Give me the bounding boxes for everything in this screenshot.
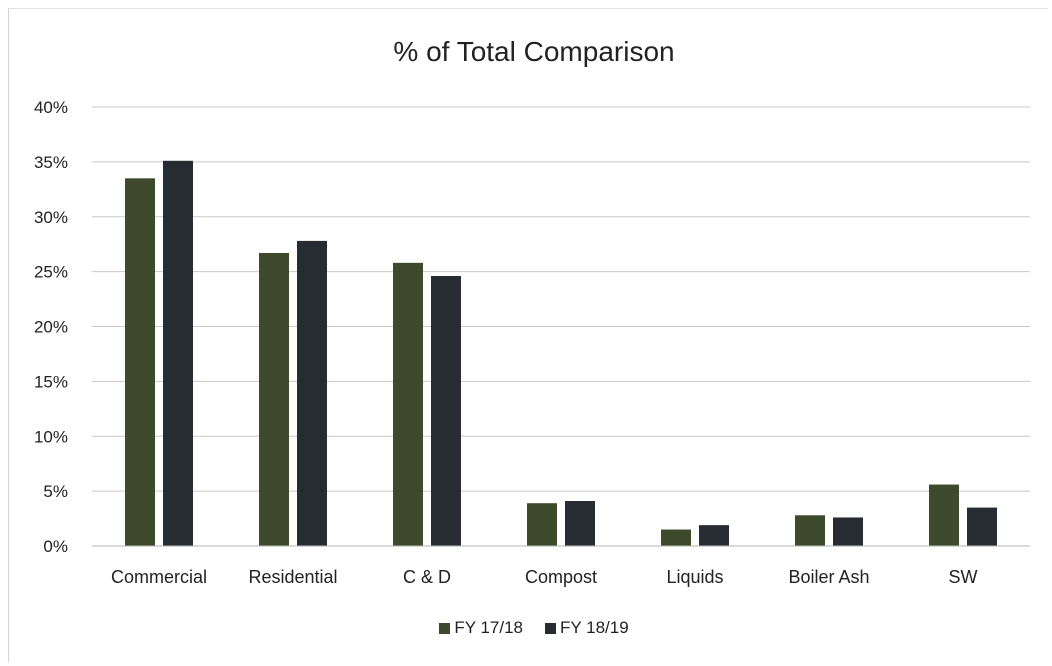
x-category-label: Liquids [666, 567, 723, 587]
bar [431, 276, 461, 546]
bar [163, 160, 193, 546]
bar [833, 517, 863, 546]
bar [393, 262, 423, 546]
bar [125, 178, 155, 546]
x-category-label: Compost [525, 567, 597, 587]
y-tick-label: 35% [34, 153, 68, 172]
legend-label: FY 17/18 [454, 618, 523, 637]
bars [125, 160, 997, 546]
y-tick-label: 25% [34, 263, 68, 282]
bar [297, 240, 327, 546]
legend: FY 17/18 FY 18/19 [0, 618, 1052, 638]
bar [699, 525, 729, 546]
legend-item: FY 17/18 [439, 618, 523, 638]
chart-title: % of Total Comparison [393, 36, 675, 67]
bar [929, 484, 959, 546]
bar [661, 529, 691, 546]
bar [795, 515, 825, 546]
gridlines [92, 106, 1030, 492]
y-tick-label: 10% [34, 427, 68, 446]
y-axis-tick-labels: 0% 5% 10% 15% 20% 25% 30% 35% 40% [34, 98, 68, 556]
x-category-label: Boiler Ash [788, 567, 869, 587]
y-tick-label: 20% [34, 318, 68, 337]
y-tick-label: 15% [34, 372, 68, 391]
legend-swatch [545, 622, 556, 634]
bar [565, 501, 595, 546]
y-tick-label: 0% [43, 537, 68, 556]
bar [259, 252, 289, 546]
legend-label: FY 18/19 [560, 618, 629, 637]
y-tick-label: 30% [34, 208, 68, 227]
x-axis-category-labels: Commercial Residential C & D Compost Liquids… [111, 567, 978, 587]
y-tick-label: 40% [34, 98, 68, 117]
x-category-label: C & D [403, 567, 451, 587]
x-category-label: Residential [248, 567, 337, 587]
x-category-label: SW [949, 567, 978, 587]
legend-item: FY 18/19 [545, 618, 629, 638]
bar [527, 503, 557, 546]
bar [967, 507, 997, 546]
legend-swatch [439, 622, 451, 634]
x-category-label: Commercial [111, 567, 207, 587]
y-tick-label: 5% [43, 482, 68, 501]
